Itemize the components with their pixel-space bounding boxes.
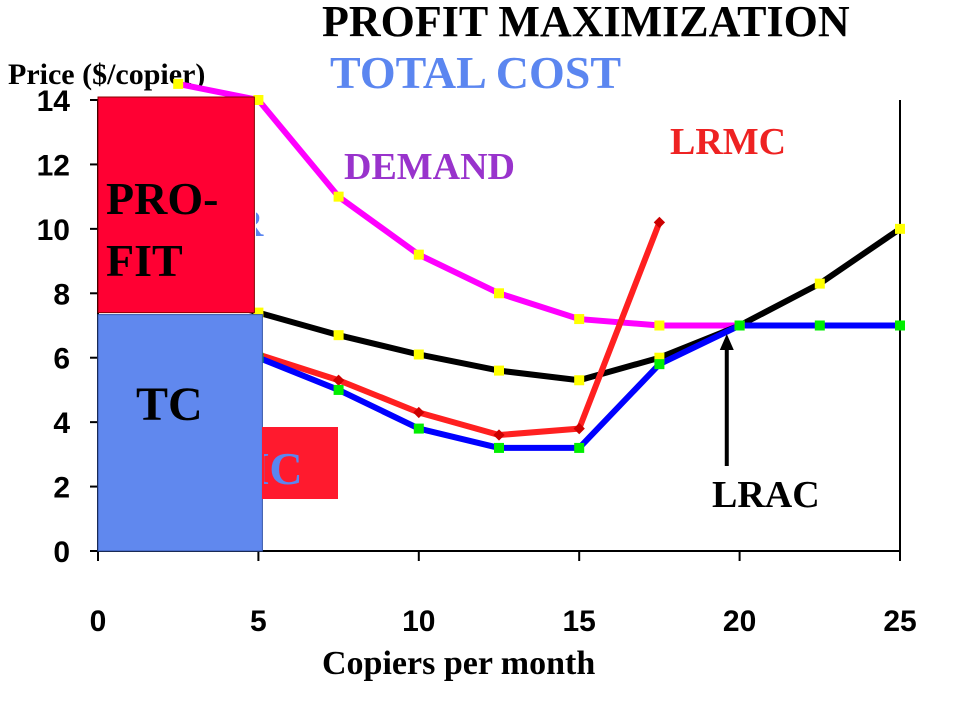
label-layer: PRO- FIT TC DEMAND LRMC MR MC LRAC bbox=[106, 121, 820, 516]
region-layer bbox=[97, 96, 338, 552]
lrac-point bbox=[253, 307, 264, 318]
mr-point bbox=[574, 442, 585, 453]
chart-subtitle: TOTAL COST bbox=[330, 47, 622, 98]
chart-title: PROFIT MAXIMIZATION bbox=[322, 0, 850, 46]
lrac-point bbox=[654, 352, 665, 363]
lrmc-label: LRMC bbox=[670, 121, 786, 163]
demand-point bbox=[173, 78, 184, 89]
mc-label-box bbox=[262, 427, 338, 499]
lrac-point bbox=[494, 365, 504, 376]
demand-point bbox=[654, 320, 665, 331]
mr-point bbox=[734, 320, 745, 331]
mc-label: MC bbox=[226, 443, 303, 494]
lrac-line bbox=[177, 226, 902, 384]
mr-point bbox=[413, 423, 424, 434]
lrmc-point bbox=[653, 216, 666, 229]
mr-point bbox=[333, 384, 344, 395]
total-cost-region bbox=[97, 314, 263, 552]
x-tick-label: 25 bbox=[883, 605, 916, 638]
mr-label: MR bbox=[200, 203, 264, 245]
y-axis-label: Price ($/copier) bbox=[8, 58, 206, 91]
lrac-arrowhead bbox=[719, 333, 734, 350]
mr-point bbox=[814, 320, 825, 331]
y-tick-label: 0 bbox=[53, 536, 70, 569]
y-tick-label: 4 bbox=[53, 407, 70, 440]
x-tick-label: 0 bbox=[90, 605, 107, 638]
y-tick-label: 2 bbox=[53, 472, 70, 505]
demand-point bbox=[253, 95, 264, 105]
x-tick-label: 20 bbox=[723, 605, 756, 638]
profit-label-line1: PRO- bbox=[106, 173, 218, 224]
mr-point bbox=[654, 359, 665, 370]
demand-label: DEMAND bbox=[344, 146, 515, 188]
demand-point bbox=[494, 288, 504, 299]
lrac-label: LRAC bbox=[712, 474, 820, 516]
demand-point bbox=[333, 191, 344, 202]
y-tick-label: 14 bbox=[37, 85, 71, 118]
lrmc-point bbox=[332, 374, 345, 386]
y-tick-label: 10 bbox=[37, 214, 70, 247]
profit-label-line2: FIT bbox=[106, 235, 183, 286]
mr-point bbox=[895, 320, 905, 331]
lrmc-point bbox=[573, 422, 585, 435]
y-tick-label: 12 bbox=[37, 149, 70, 182]
y-tick-label: 8 bbox=[53, 278, 70, 311]
series-layer bbox=[172, 78, 905, 453]
x-tick-label: 10 bbox=[402, 605, 435, 638]
demand-point bbox=[413, 249, 424, 260]
demand-point bbox=[574, 314, 585, 325]
lrac-point bbox=[814, 278, 825, 289]
x-tick-label: 5 bbox=[250, 605, 267, 638]
x-axis-label: Copiers per month bbox=[322, 645, 596, 682]
lrac-point bbox=[895, 223, 905, 234]
mr-line bbox=[177, 322, 900, 451]
mr-point bbox=[494, 442, 504, 453]
profit-region bbox=[97, 96, 255, 314]
x-tick-label: 15 bbox=[563, 605, 596, 638]
lrac-point bbox=[574, 375, 585, 386]
lrmc-point bbox=[413, 406, 425, 419]
lrac-point bbox=[413, 349, 424, 360]
y-tick-label: 6 bbox=[53, 343, 70, 376]
lrmc-point bbox=[493, 429, 505, 441]
tc-label: TC bbox=[136, 378, 203, 431]
demand-line bbox=[177, 80, 740, 329]
lrac-point bbox=[333, 330, 344, 341]
